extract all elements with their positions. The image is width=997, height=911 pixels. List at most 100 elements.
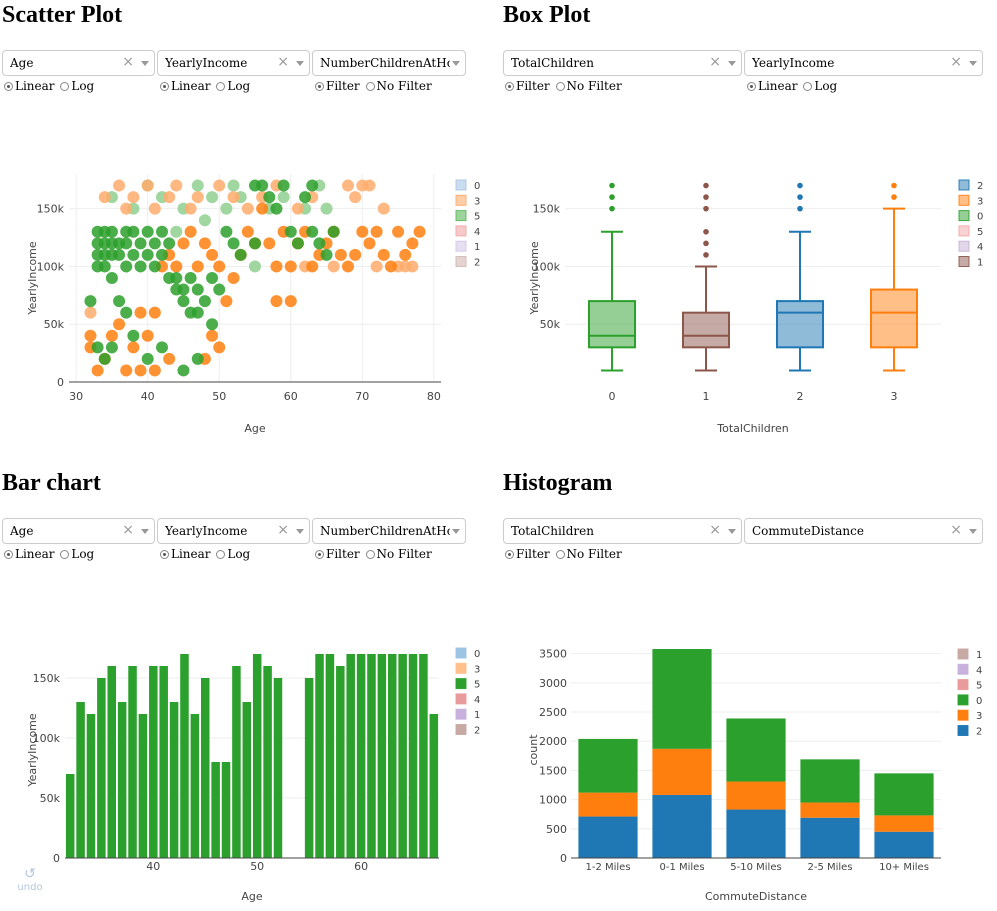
legend-label: 5 — [474, 680, 480, 691]
chevron-down-icon[interactable] — [728, 529, 736, 534]
stacked-bar-segment — [652, 794, 712, 858]
radio-button[interactable] — [315, 82, 324, 91]
x-tick-label: 50 — [212, 390, 226, 403]
scatter-point — [184, 202, 197, 215]
scatter-point — [98, 191, 111, 204]
box-x-dropdown[interactable]: TotalChildren × — [503, 50, 742, 76]
clear-icon[interactable]: × — [277, 522, 289, 538]
clear-icon[interactable]: × — [277, 54, 289, 70]
radio-button[interactable] — [365, 82, 375, 91]
chevron-down-icon[interactable] — [969, 529, 977, 534]
scatter-point — [170, 260, 183, 273]
scatter-point — [342, 179, 354, 192]
radio-log[interactable]: Log — [216, 547, 250, 561]
scatter-point — [213, 341, 226, 354]
scatter-point — [148, 306, 161, 319]
clear-icon[interactable]: × — [709, 522, 721, 538]
radio-button[interactable] — [505, 82, 514, 91]
box-filter-radios: Filter No Filter — [505, 79, 624, 93]
radio-button[interactable] — [505, 550, 514, 559]
radio-button[interactable] — [4, 550, 13, 559]
radio-button[interactable] — [365, 550, 375, 559]
scatter-x-dropdown[interactable]: Age × — [2, 50, 155, 76]
scatter-point — [206, 191, 219, 204]
radio-no-filter[interactable]: No Filter — [555, 79, 622, 93]
legend-swatch — [958, 256, 970, 267]
scatter-point — [313, 237, 326, 250]
stacked-bar-segment — [578, 792, 638, 817]
radio-no-filter[interactable]: No Filter — [555, 547, 622, 561]
legend-label: 3 — [474, 664, 480, 675]
clear-icon[interactable]: × — [950, 54, 962, 70]
clear-icon[interactable]: × — [122, 54, 134, 70]
legend-swatch — [957, 679, 969, 691]
chevron-down-icon[interactable] — [452, 61, 460, 66]
clear-icon[interactable]: × — [709, 54, 721, 70]
radio-button[interactable] — [160, 550, 169, 559]
radio-linear[interactable]: Linear — [4, 79, 55, 93]
bar-y-dropdown[interactable]: YearlyIncome × — [157, 518, 310, 544]
radio-filter[interactable]: Filter — [315, 79, 360, 93]
chevron-down-icon[interactable] — [141, 61, 149, 66]
radio-button[interactable] — [160, 82, 169, 91]
chevron-down-icon[interactable] — [296, 61, 304, 66]
radio-log[interactable]: Log — [60, 547, 94, 561]
radio-button[interactable] — [216, 82, 226, 91]
radio-filter[interactable]: Filter — [315, 547, 360, 561]
hist-x-dropdown[interactable]: TotalChildren × — [503, 518, 742, 544]
bar-color-dropdown[interactable]: NumberChildrenAtHome — [312, 518, 466, 544]
radio-button[interactable] — [60, 550, 70, 559]
clear-icon[interactable]: × — [122, 522, 134, 538]
y-tick-label: 50k — [40, 792, 61, 805]
clear-icon[interactable]: × — [950, 522, 962, 538]
undo-button[interactable]: ↺ undo — [15, 866, 45, 893]
y-axis-label: YearlyIncome — [528, 241, 541, 316]
radio-button[interactable] — [60, 82, 70, 91]
radio-log[interactable]: Log — [60, 79, 94, 93]
chevron-down-icon[interactable] — [452, 529, 460, 534]
scatter-point — [241, 225, 254, 238]
box-outlier — [609, 182, 615, 189]
scatter-color-dropdown[interactable]: NumberChildrenAtHome — [312, 50, 466, 76]
radio-button[interactable] — [747, 82, 756, 91]
stacked-bar-segment — [800, 759, 860, 803]
chevron-down-icon[interactable] — [296, 529, 304, 534]
hist-color-dropdown[interactable]: CommuteDistance × — [744, 518, 983, 544]
chevron-down-icon[interactable] — [969, 61, 977, 66]
radio-button[interactable] — [555, 82, 565, 91]
radio-button[interactable] — [216, 550, 226, 559]
x-tick-label: 0 — [609, 390, 616, 403]
radio-linear[interactable]: Linear — [4, 547, 55, 561]
dropdown-value: Age — [10, 56, 34, 70]
scatter-point — [270, 179, 283, 192]
box-y-dropdown[interactable]: YearlyIncome × — [744, 50, 983, 76]
radio-linear[interactable]: Linear — [160, 547, 211, 561]
legend-swatch — [957, 663, 969, 675]
radio-filter[interactable]: Filter — [505, 79, 550, 93]
radio-button[interactable] — [803, 82, 813, 91]
radio-linear[interactable]: Linear — [160, 79, 211, 93]
scatter-point — [156, 341, 168, 354]
scatter-point — [127, 191, 140, 204]
scatter-y-dropdown[interactable]: YearlyIncome × — [157, 50, 310, 76]
radio-linear[interactable]: Linear — [747, 79, 798, 93]
legend-swatch — [958, 194, 970, 206]
scatter-point — [191, 306, 204, 319]
radio-button[interactable] — [315, 550, 324, 559]
legend-label: 2 — [474, 258, 480, 269]
y-axis-label: count — [527, 734, 540, 766]
chevron-down-icon[interactable] — [728, 61, 736, 66]
dropdown-value: CommuteDistance — [752, 524, 864, 538]
box-outlier — [703, 182, 709, 189]
radio-filter[interactable]: Filter — [505, 547, 550, 561]
radio-no-filter[interactable]: No Filter — [365, 79, 432, 93]
radio-log[interactable]: Log — [803, 79, 837, 93]
radio-log[interactable]: Log — [216, 79, 250, 93]
radio-button[interactable] — [555, 550, 565, 559]
radio-button[interactable] — [4, 82, 13, 91]
radio-no-filter[interactable]: No Filter — [365, 547, 432, 561]
chevron-down-icon[interactable] — [141, 529, 149, 534]
x-axis-label: Age — [241, 890, 263, 903]
bar-x-dropdown[interactable]: Age × — [2, 518, 155, 544]
box-outlier — [609, 194, 615, 200]
